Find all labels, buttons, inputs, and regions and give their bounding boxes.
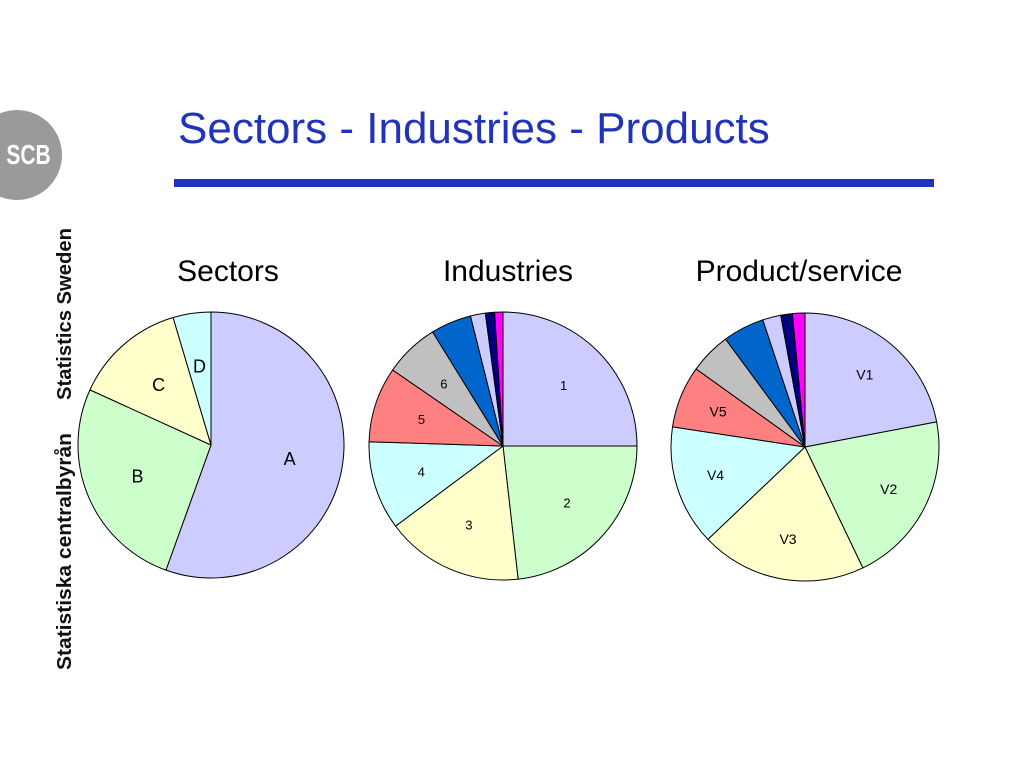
pie-slice-products-V1 xyxy=(804,312,938,448)
chart-title-industries: Industries xyxy=(442,255,574,288)
pie-products: V1 V2 V3 V4 V5 xyxy=(670,312,940,582)
slice-label-sectors-A: A xyxy=(284,449,296,469)
pie-slice-products-V2 xyxy=(804,421,940,569)
chart-title-products: Product/service xyxy=(695,255,903,288)
scb-logo: SCB xyxy=(0,110,62,200)
slice-label-products-V1: V1 xyxy=(856,367,873,383)
pie-sectors: A B C D xyxy=(77,311,345,579)
slice-label-products-V2: V2 xyxy=(880,481,897,497)
pie-slice-sectors-A xyxy=(165,311,345,579)
pie-slice-industries-unlabeled-9 xyxy=(494,311,504,447)
slice-label-industries-1: 1 xyxy=(560,378,567,393)
pie-slice-industries-3 xyxy=(394,445,519,581)
pie-slice-industries-1 xyxy=(502,311,638,447)
pie-slice-industries-2 xyxy=(502,445,638,580)
slice-label-industries-4: 4 xyxy=(418,464,425,479)
pie-slice-products-V3 xyxy=(707,446,864,582)
slice-label-products-V4: V4 xyxy=(707,467,724,483)
slice-label-sectors-D: D xyxy=(193,356,206,376)
slice-label-sectors-B: B xyxy=(131,466,143,486)
slice-label-industries-3: 3 xyxy=(465,517,472,532)
pie-slice-products-unlabeled-9 xyxy=(791,312,806,448)
slice-label-products-V5: V5 xyxy=(710,404,727,420)
pie-industries: 1 2 3 4 5 6 xyxy=(368,311,638,581)
slice-label-industries-2: 2 xyxy=(563,496,570,511)
pie-slice-sectors-D xyxy=(172,311,212,446)
slice-label-industries-5: 5 xyxy=(418,412,425,427)
logo-text: SCB xyxy=(6,140,50,171)
pie-slice-products-V4 xyxy=(670,426,807,541)
slice-label-industries-6: 6 xyxy=(440,376,447,391)
slice-label-sectors-C: C xyxy=(152,375,165,395)
pie-slice-industries-4 xyxy=(368,441,505,527)
page-title: Sectors - Industries - Products xyxy=(178,104,770,153)
pie-slice-sectors-B xyxy=(77,389,212,571)
pie-slice-sectors-C xyxy=(89,316,212,446)
chart-title-sectors: Sectors xyxy=(177,255,279,288)
slice-label-products-V3: V3 xyxy=(779,531,796,547)
title-divider xyxy=(174,179,934,187)
